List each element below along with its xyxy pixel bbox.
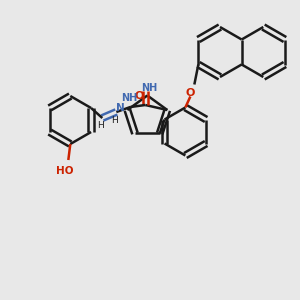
- Text: NH: NH: [141, 82, 158, 92]
- Text: HO: HO: [56, 166, 73, 176]
- Text: H: H: [111, 116, 118, 125]
- Text: NH: NH: [121, 93, 137, 103]
- Text: H: H: [97, 121, 104, 130]
- Text: O: O: [135, 91, 144, 101]
- Text: O: O: [186, 88, 195, 98]
- Text: N: N: [116, 103, 125, 113]
